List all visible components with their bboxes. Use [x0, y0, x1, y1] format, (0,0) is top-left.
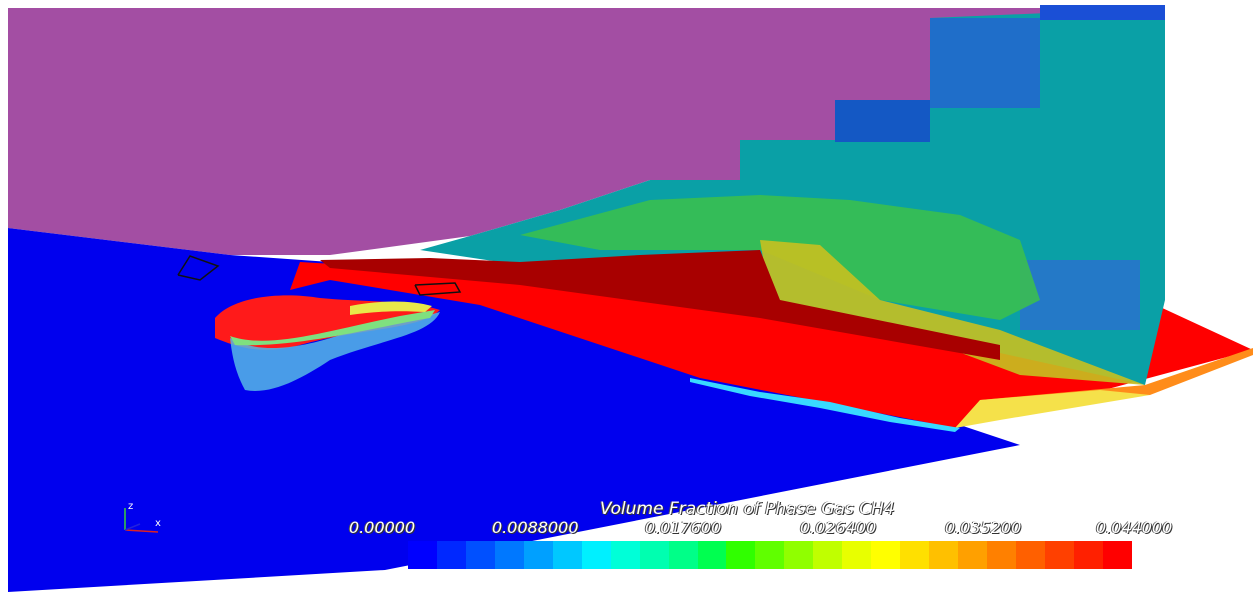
colorbar-swatch-23	[1073, 541, 1103, 569]
colorbar-swatch-0	[408, 541, 437, 569]
colorbar-swatch-11	[726, 541, 756, 569]
floor-boundary-cyan	[690, 378, 960, 432]
colorbar-swatch-21	[1016, 541, 1045, 569]
slice-yellow-band	[760, 240, 1145, 385]
legend-colorbar	[408, 541, 1132, 569]
floor-edge-yellow	[955, 390, 1150, 428]
colorbar-swatch-5	[552, 541, 582, 569]
legend-tick-0: 0.00000	[349, 518, 416, 537]
legend-tick-4: 0.035200	[945, 518, 1022, 537]
probe-outline-1	[177, 255, 220, 281]
colorbar-swatch-14	[813, 541, 843, 569]
slice-top-blue	[1040, 5, 1165, 20]
colorbar-swatch-7	[610, 541, 640, 569]
dispersed-plume	[230, 312, 440, 391]
legend-tick-3: 0.026400	[800, 518, 877, 537]
slice-block-blue-3	[1020, 260, 1140, 330]
x-axis-label: x	[155, 518, 161, 529]
colorbar-swatch-9	[668, 541, 698, 569]
plume-edge-green	[230, 310, 435, 346]
slice-dark-red-core	[320, 250, 1000, 360]
probe-outline-2	[414, 282, 462, 296]
legend-tick-1: 0.0088000	[492, 518, 579, 537]
x-axis-line	[124, 529, 159, 533]
colorbar-swatch-13	[784, 541, 814, 569]
colorbar-swatch-15	[842, 541, 872, 569]
colorbar-swatch-18	[929, 541, 959, 569]
legend-title: Volume Fraction of Phase Gas CH4	[600, 499, 895, 519]
colorbar-swatch-16	[871, 541, 901, 569]
colorbar-swatch-4	[523, 541, 553, 569]
y-axis-line	[124, 523, 141, 531]
colorbar-swatch-12	[755, 541, 785, 569]
colorbar-swatch-17	[900, 541, 930, 569]
colorbar-swatch-1	[436, 541, 466, 569]
z-axis-label: z	[128, 501, 133, 512]
colorbar-swatch-3	[494, 541, 524, 569]
legend-tick-2: 0.017600	[645, 518, 722, 537]
plume-edge-yellow	[350, 301, 432, 315]
slice-block-blue-2	[835, 100, 930, 142]
axes-triad: z x	[124, 501, 161, 533]
colorbar-swatch-22	[1044, 541, 1074, 569]
colorbar-swatch-10	[697, 541, 727, 569]
colorbar-swatch-6	[581, 541, 611, 569]
colorbar-swatch-2	[465, 541, 495, 569]
legend-tick-5: 0.044000	[1096, 518, 1173, 537]
colorbar-swatch-8	[639, 541, 669, 569]
slice-block-blue-1	[930, 18, 1040, 108]
colorbar-swatch-20	[987, 541, 1017, 569]
colorbar-swatch-19	[958, 541, 988, 569]
colorbar-swatch-24	[1102, 541, 1132, 569]
upper-wall-surface	[8, 8, 1040, 255]
